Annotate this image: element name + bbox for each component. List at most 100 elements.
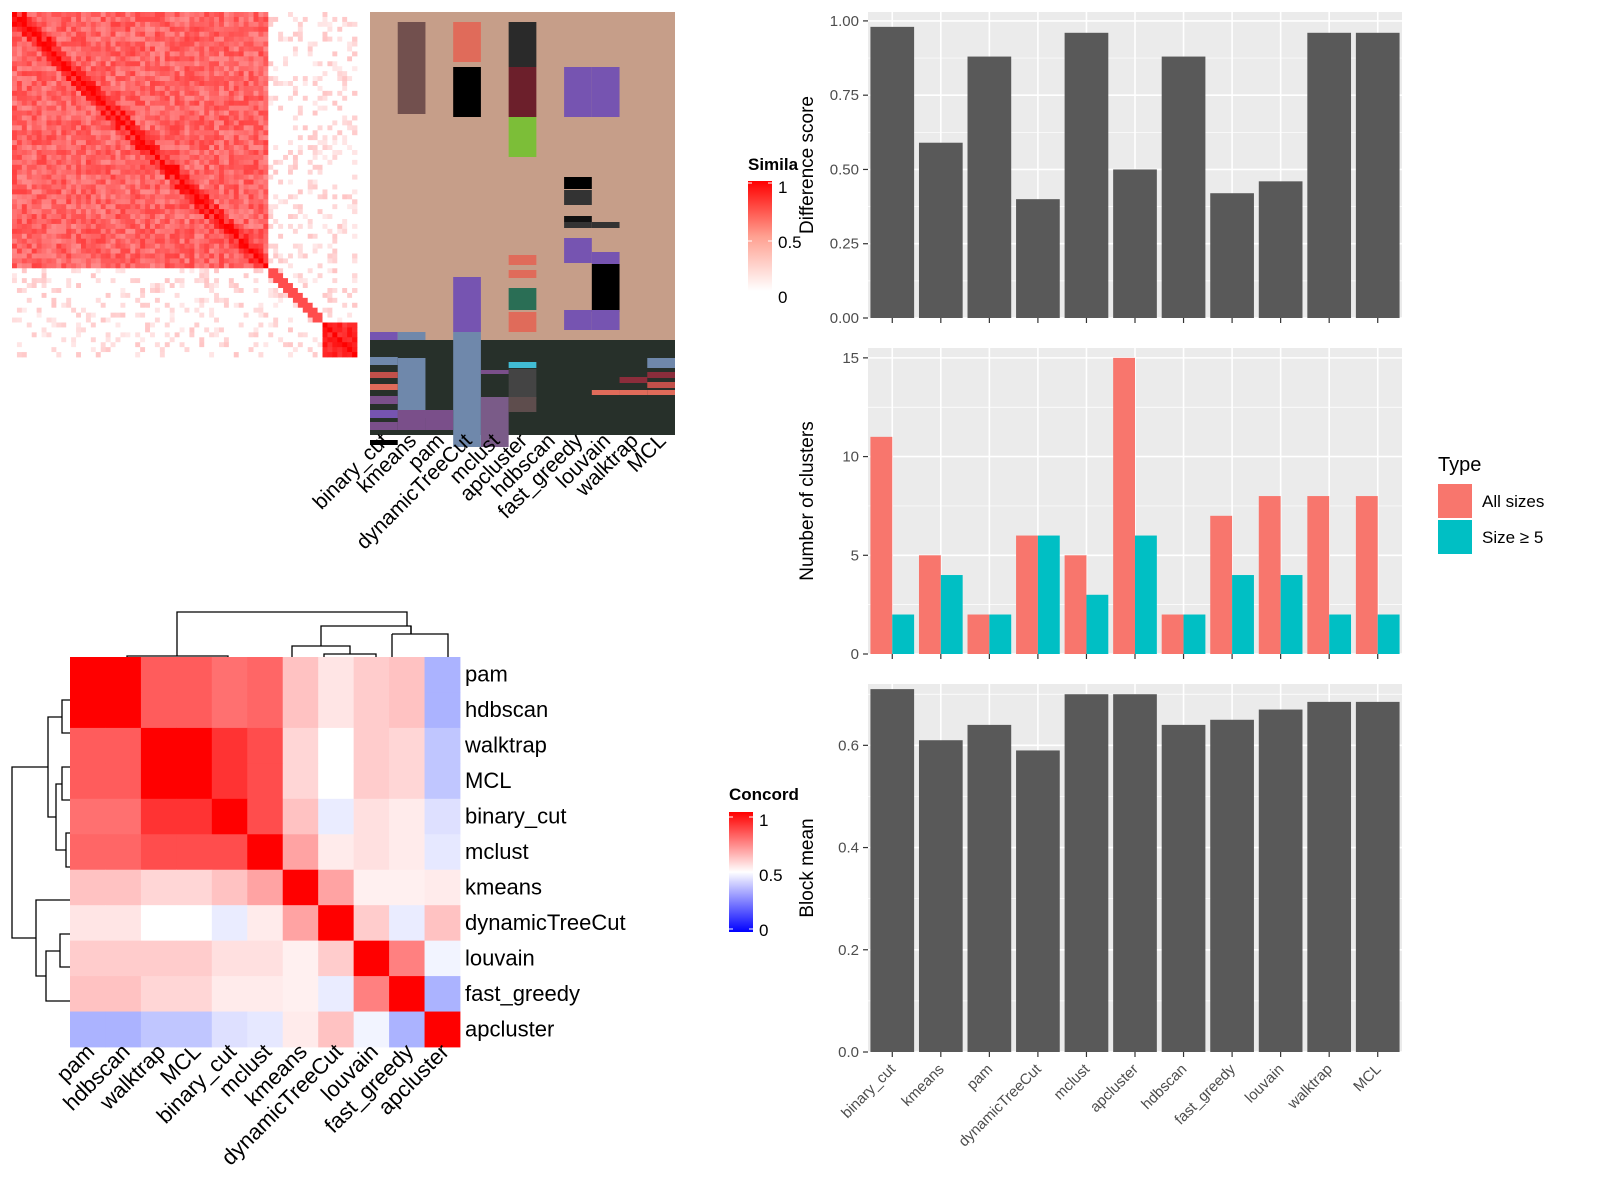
similarity-cell — [302, 228, 309, 235]
similarity-cell — [130, 352, 136, 358]
similarity-cell — [76, 66, 82, 72]
similarity-cell — [164, 268, 171, 274]
similarity-cell — [145, 332, 151, 338]
similarity-cell — [31, 199, 38, 205]
similarity-cell — [238, 268, 245, 274]
similarity-cell — [204, 283, 210, 289]
similarity-cell — [243, 31, 249, 38]
similarity-cell — [46, 130, 52, 136]
similarity-cell — [66, 21, 72, 28]
similarity-cell — [125, 238, 131, 245]
similarity-cell — [273, 337, 279, 343]
similarity-cell — [21, 174, 28, 180]
similarity-cell — [179, 125, 185, 131]
similarity-cell — [85, 85, 92, 92]
similarity-cell — [125, 130, 131, 136]
similarity-cell — [95, 145, 102, 151]
concordance-cell-pam-dynamicTreeCut — [318, 657, 355, 693]
similarity-cell — [90, 199, 97, 205]
similarity-cell — [307, 184, 314, 190]
similarity-cell — [115, 164, 121, 171]
similarity-cell — [120, 322, 126, 328]
similarity-cell — [263, 71, 269, 77]
similarity-cell — [253, 135, 259, 141]
similarity-cell — [332, 130, 338, 136]
similarity-cell — [248, 51, 254, 57]
similarity-cell — [31, 238, 38, 245]
similarity-cell — [90, 307, 97, 314]
similarity-cell — [56, 100, 62, 107]
similarity-cell — [302, 332, 309, 338]
similarity-cell — [204, 110, 210, 116]
similarity-cell — [278, 228, 284, 235]
similarity-cell — [46, 115, 52, 121]
similarity-cell — [209, 135, 215, 141]
similarity-cell — [120, 209, 126, 215]
similarity-cell — [233, 36, 240, 42]
similarity-cell — [56, 105, 62, 111]
similarity-cell — [332, 66, 338, 72]
similarity-cell — [16, 85, 23, 92]
similarity-cell — [169, 292, 176, 299]
similarity-cell — [233, 297, 240, 304]
similarity-cell — [81, 322, 87, 328]
similarity-cell — [115, 145, 121, 151]
similarity-cell — [164, 174, 171, 180]
similarity-cell — [135, 31, 141, 38]
similarity-cell — [268, 209, 274, 215]
similarity-cell — [71, 90, 77, 97]
similarity-cell — [41, 164, 47, 171]
similarity-cell — [159, 307, 166, 314]
similarity-cell — [233, 12, 240, 18]
similarity-cell — [312, 233, 318, 240]
similarity-cell — [31, 273, 38, 279]
similarity-cell — [164, 233, 171, 240]
similarity-cell — [228, 154, 235, 161]
similarity-cell — [194, 61, 200, 67]
similarity-cell — [263, 85, 269, 92]
similarity-cell — [317, 327, 323, 333]
similarity-cell — [135, 194, 141, 200]
similarity-cell — [189, 51, 195, 57]
similarity-cell — [159, 41, 166, 47]
similarity-cell — [100, 51, 107, 57]
similarity-cell — [253, 125, 259, 131]
similarity-cell — [36, 174, 42, 180]
similarity-cell — [238, 105, 245, 111]
similarity-cell — [302, 115, 309, 121]
similarity-cell — [194, 76, 200, 82]
membership-cell — [370, 357, 398, 365]
similarity-cell — [21, 150, 28, 156]
similarity-cell — [36, 145, 42, 151]
similarity-cell — [322, 90, 328, 97]
similarity-cell — [223, 283, 230, 289]
similarity-cell — [258, 347, 264, 353]
similarity-cell — [51, 352, 57, 358]
similarity-cell — [120, 71, 126, 77]
similarity-cell — [253, 317, 259, 323]
similarity-cell — [120, 130, 126, 136]
similarity-cell — [322, 238, 328, 245]
similarity-cell — [61, 352, 67, 358]
similarity-cell — [233, 337, 240, 343]
similarity-cell — [105, 273, 111, 279]
similarity-cell — [337, 238, 343, 245]
similarity-cell — [214, 253, 220, 259]
similarity-cell — [302, 283, 309, 289]
similarity-cell — [352, 243, 358, 249]
similarity-cell — [36, 135, 42, 141]
similarity-cell — [307, 120, 314, 126]
similarity-cell — [288, 46, 294, 52]
similarity-cell — [100, 263, 107, 269]
similarity-cell — [41, 302, 47, 309]
similarity-cell — [238, 81, 245, 87]
similarity-cell — [214, 283, 220, 289]
similarity-cell — [95, 90, 102, 97]
similarity-cell — [253, 100, 259, 107]
similarity-cell — [159, 179, 166, 185]
similarity-cell — [76, 85, 82, 92]
similarity-cell — [125, 189, 131, 195]
similarity-cell — [332, 76, 338, 82]
similarity-cell — [16, 169, 23, 176]
similarity-cell — [273, 194, 279, 200]
